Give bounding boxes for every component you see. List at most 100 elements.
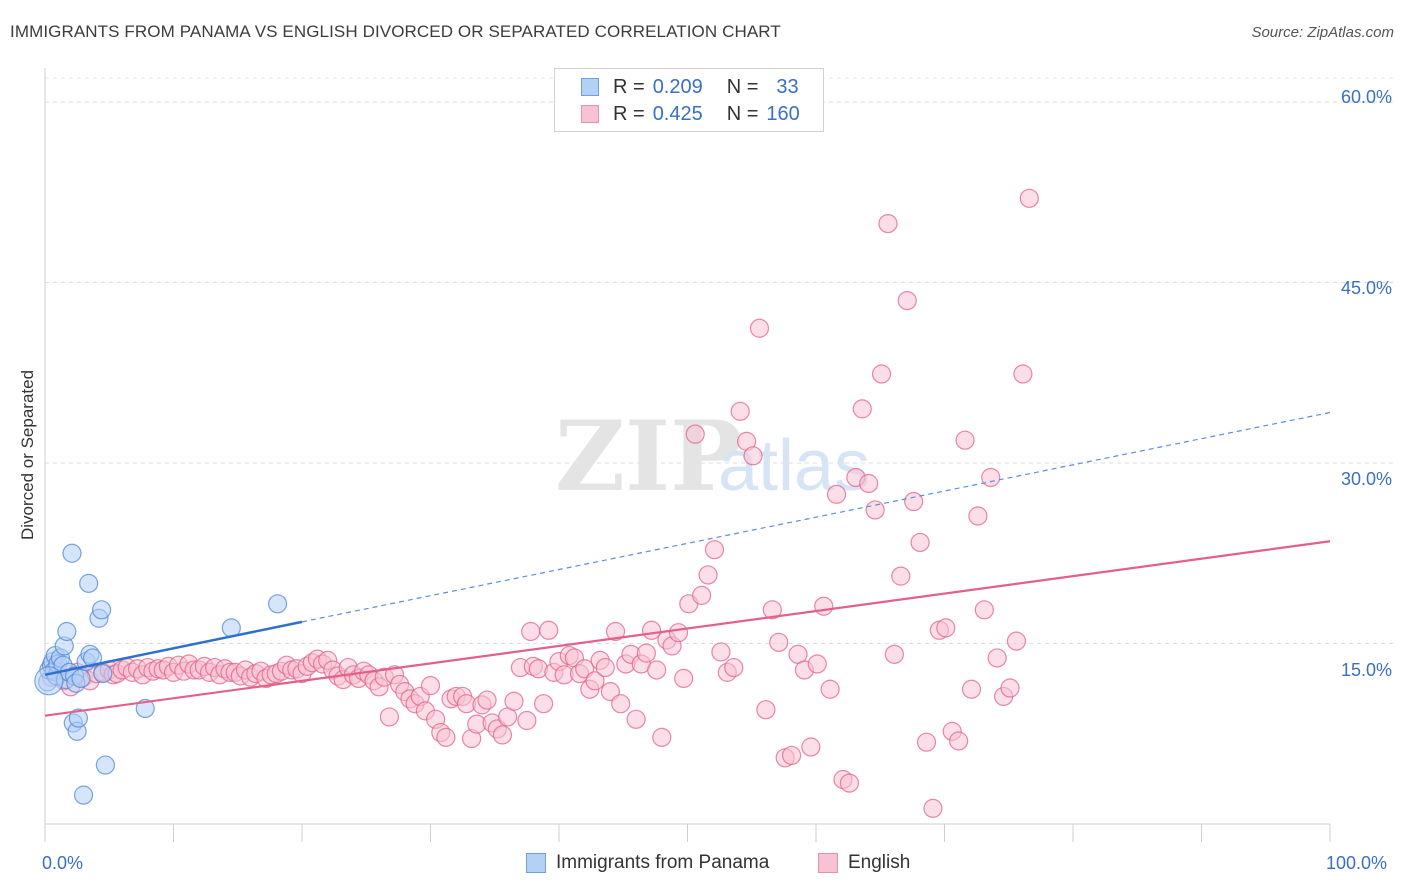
english-point bbox=[987, 648, 1007, 668]
y-tick-45: 45.0% bbox=[1340, 278, 1392, 298]
panama-point bbox=[57, 621, 77, 642]
x-tick-max: 100.0% bbox=[1326, 853, 1388, 873]
panama-point bbox=[62, 543, 82, 563]
r-label: R = bbox=[613, 102, 645, 125]
english-point bbox=[871, 364, 892, 384]
english-point bbox=[756, 700, 776, 720]
english-point bbox=[916, 732, 937, 752]
english-point bbox=[492, 725, 513, 745]
panama-point bbox=[135, 698, 155, 719]
panama-trend-line bbox=[44, 620, 303, 677]
english-point bbox=[878, 213, 898, 234]
n-label: N = bbox=[726, 102, 759, 125]
data-points bbox=[34, 188, 1039, 818]
english-point bbox=[477, 690, 497, 710]
english-point bbox=[910, 532, 930, 553]
panama-point bbox=[91, 600, 112, 620]
legend-label-english: English bbox=[848, 852, 911, 873]
english-point bbox=[814, 596, 834, 616]
english-point bbox=[981, 467, 1001, 488]
y-tick-30: 30.0% bbox=[1340, 469, 1392, 489]
english-point bbox=[801, 737, 821, 757]
panama-point bbox=[267, 594, 288, 614]
english-point bbox=[826, 484, 847, 504]
english-point bbox=[521, 621, 541, 642]
legend-swatch-panama bbox=[526, 853, 546, 873]
english-point bbox=[891, 566, 911, 586]
english-point bbox=[974, 600, 994, 620]
english-point bbox=[436, 727, 456, 747]
english-point bbox=[674, 668, 694, 689]
source-label: Source: ZipAtlas.com bbox=[1251, 24, 1394, 41]
english-point bbox=[585, 671, 605, 691]
english-point bbox=[936, 618, 956, 638]
english-point bbox=[685, 424, 705, 444]
english-point bbox=[379, 707, 399, 727]
english-point bbox=[595, 657, 615, 678]
english-point bbox=[652, 727, 672, 747]
panama-point bbox=[79, 573, 99, 593]
english-point bbox=[807, 654, 827, 674]
english-point bbox=[692, 585, 712, 605]
stats-swatch-english bbox=[581, 105, 599, 123]
english-point bbox=[626, 709, 646, 729]
english-point bbox=[641, 620, 662, 640]
english-point bbox=[647, 660, 667, 680]
english-point bbox=[839, 773, 860, 793]
english-point bbox=[781, 745, 802, 766]
english-point bbox=[897, 290, 917, 311]
stats-swatch-panama bbox=[581, 78, 599, 96]
r-value: 0.209 bbox=[652, 75, 703, 98]
english-point bbox=[517, 710, 537, 731]
english-point bbox=[955, 430, 975, 450]
stats-box: R = 0.209 N = 33 R = 0.425 N = 160 bbox=[554, 68, 824, 132]
english-point bbox=[859, 473, 879, 494]
panama-point bbox=[82, 648, 103, 668]
english-point bbox=[749, 318, 770, 338]
legend-label-panama: Immigrants from Panama bbox=[556, 852, 770, 873]
english-point bbox=[904, 491, 924, 512]
english-point bbox=[865, 500, 885, 520]
english-point bbox=[762, 600, 782, 620]
english-point bbox=[968, 506, 988, 526]
english-point bbox=[1000, 678, 1020, 698]
english-point bbox=[711, 642, 731, 662]
english-point bbox=[704, 540, 725, 560]
panama-trend-extension bbox=[301, 411, 1331, 623]
legend-item-panama: Immigrants from Panama bbox=[526, 852, 769, 874]
english-point bbox=[852, 399, 872, 419]
english-trend-line bbox=[44, 540, 1331, 717]
english-point bbox=[605, 621, 626, 642]
english-point bbox=[636, 643, 656, 663]
english-point bbox=[820, 679, 840, 699]
english-point bbox=[724, 657, 744, 678]
english-point bbox=[611, 694, 631, 714]
english-point bbox=[504, 691, 524, 711]
legend-swatch-english bbox=[818, 853, 838, 873]
axes bbox=[44, 68, 1331, 842]
grid-lines bbox=[45, 77, 1395, 645]
r-value: 0.425 bbox=[652, 102, 703, 125]
english-point bbox=[698, 565, 718, 585]
english-point bbox=[1013, 364, 1033, 384]
panama-point bbox=[93, 663, 113, 684]
watermark-zip: ZIP bbox=[555, 400, 742, 513]
english-point bbox=[668, 623, 689, 643]
stats-row-panama: R = 0.209 N = 33 bbox=[581, 74, 799, 100]
english-point bbox=[533, 694, 554, 714]
chart-title: IMMIGRANTS FROM PANAMA VS ENGLISH DIVORC… bbox=[10, 22, 781, 41]
english-point bbox=[923, 798, 943, 818]
y-tick-15: 15.0% bbox=[1340, 660, 1392, 680]
english-point bbox=[884, 644, 904, 664]
english-point bbox=[1019, 188, 1039, 208]
stats-row-english: R = 0.425 N = 160 bbox=[581, 101, 800, 127]
english-point bbox=[1006, 631, 1027, 651]
panama-point bbox=[73, 785, 94, 805]
y-tick-60: 60.0% bbox=[1340, 87, 1392, 107]
n-value: 33 bbox=[776, 75, 799, 98]
english-point bbox=[420, 676, 441, 696]
x-tick-min: 0.0% bbox=[42, 853, 84, 873]
panama-point bbox=[95, 755, 115, 775]
english-point bbox=[730, 401, 750, 421]
